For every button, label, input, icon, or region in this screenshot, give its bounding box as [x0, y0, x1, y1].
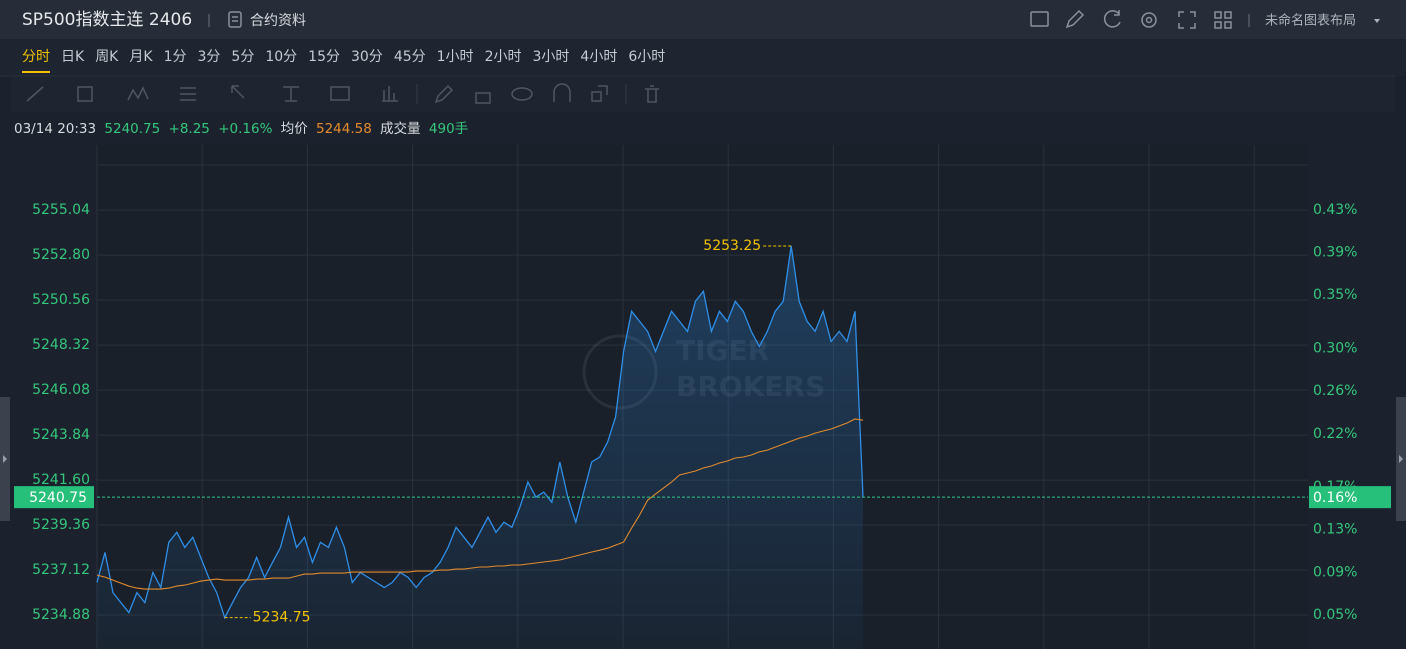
timeframe-tab[interactable]: 30分: [351, 49, 383, 65]
dropdown-caret: [1374, 19, 1380, 23]
quote-change-pct: +0.16%: [218, 121, 272, 137]
avg-label: 均价: [281, 121, 308, 137]
quote-change: +8.25: [169, 121, 210, 137]
y2-tick-label: 0.05%: [1313, 607, 1357, 623]
layout-menu[interactable]: 未命名图表布局: [1265, 13, 1380, 29]
timeframe-tab[interactable]: 15分: [308, 49, 340, 65]
top-icons: [1030, 9, 1232, 29]
timeframe-tab[interactable]: 5分: [231, 49, 254, 65]
measure-tool[interactable]: [382, 86, 398, 102]
min-label: 5234.75: [253, 610, 311, 626]
volume-label: 成交量: [380, 120, 421, 137]
y-tick-label: 5237.12: [32, 562, 90, 578]
timeframe-list: 分时 日K 周K 月K 1分 3分 5分 10分 15分 30分 45分 1小时 2小时 3小时 4小时 6小…: [22, 49, 665, 73]
y-tick-label: 5255.04: [32, 202, 90, 218]
avg-value: 5244.58: [316, 121, 372, 137]
handle-arrow: [1399, 455, 1403, 463]
timeframe-tab[interactable]: 日K: [61, 49, 85, 65]
y2-tick-label: 0.43%: [1313, 202, 1357, 218]
y-tick-label: 5241.60: [32, 472, 90, 488]
doc-icon: [228, 11, 242, 28]
drawing-tools: [26, 83, 659, 104]
y-tick-label: 5248.32: [32, 337, 90, 353]
timeframe-tab[interactable]: 周K: [95, 49, 119, 65]
timeframe-tab[interactable]: 10分: [265, 49, 297, 65]
fullscreen-icon[interactable]: [1178, 11, 1196, 29]
y-tick-label: 5239.36: [32, 517, 90, 533]
y-tick-label: 5252.80: [32, 247, 90, 263]
note-tool[interactable]: [330, 86, 350, 101]
pattern-tool[interactable]: [127, 86, 149, 101]
line-tool[interactable]: [26, 86, 44, 102]
settings-icon-core: [1145, 16, 1153, 24]
max-label: 5253.25: [703, 238, 761, 254]
drawing-toolbar: [10, 77, 1395, 112]
y2-tick-label: 0.39%: [1313, 245, 1357, 261]
y2-tick-label: 0.35%: [1313, 287, 1357, 303]
chart: 5255.04 5252.80 5250.56 5248.32 5246.08 5243.…: [14, 145, 1391, 649]
y-tick-label: 5234.88: [32, 607, 90, 623]
timeframe-tab[interactable]: 1分: [164, 49, 187, 65]
last-price-tag: [14, 486, 94, 509]
timeframe-bar: [0, 39, 1406, 76]
y2-tick-label: 0.22%: [1313, 426, 1357, 442]
lock-tool[interactable]: [475, 92, 491, 104]
edit-icon[interactable]: [1065, 9, 1085, 29]
last-pct-tag-label: 0.16%: [1313, 490, 1357, 506]
timeframe-tab[interactable]: 3分: [197, 49, 220, 65]
top-bar: [0, 0, 1406, 39]
timeframe-tab[interactable]: 45分: [394, 49, 426, 65]
layout-name: 未命名图表布局: [1265, 13, 1356, 29]
contract-button[interactable]: 合约资料: [228, 11, 306, 29]
y-tick-label: 5243.84: [32, 427, 90, 443]
avg-line: [96, 418, 864, 590]
quote-price: 5240.75: [104, 121, 160, 137]
settings-icon[interactable]: [1141, 12, 1157, 28]
y-tick-label: 5250.56: [32, 292, 90, 308]
magnet-tool[interactable]: [553, 83, 571, 102]
quote-info: 03/14 20:33 5240.75 +8.25 +0.16% 均价 5244…: [14, 120, 468, 137]
y2-tick-label: 0.13%: [1313, 522, 1357, 538]
contract-label: 合约资料: [250, 13, 306, 29]
y2-tick-label: 0.30%: [1313, 341, 1357, 357]
layout-icon[interactable]: [1214, 11, 1232, 29]
last-pct-tag: [1309, 486, 1391, 509]
delete-tool[interactable]: [645, 85, 659, 103]
brush-tool[interactable]: [434, 84, 454, 104]
refresh-icon[interactable]: [1103, 10, 1121, 28]
last-price-tag-label: 5240.75: [29, 490, 87, 506]
visibility-tool[interactable]: [511, 87, 533, 101]
symbol-title: SP500指数主连 2406: [22, 10, 192, 30]
timeframe-tab[interactable]: 4小时: [580, 49, 617, 65]
timeframe-tab[interactable]: 2小时: [485, 49, 522, 65]
timeframe-tab[interactable]: 6小时: [628, 49, 665, 65]
rect-tool[interactable]: [77, 86, 93, 102]
quote-time: 03/14 20:33: [14, 121, 96, 137]
indicator-icon[interactable]: [1030, 11, 1049, 27]
clone-tool[interactable]: [591, 85, 608, 102]
y2-tick-label: 0.26%: [1313, 383, 1357, 399]
timeframe-tab[interactable]: 分时: [22, 49, 50, 65]
fib-tool[interactable]: [180, 87, 196, 101]
active-tab-underline: [22, 71, 50, 73]
text-tool[interactable]: [283, 86, 299, 102]
timeframe-tab[interactable]: 1小时: [437, 49, 474, 65]
handle-arrow: [3, 455, 7, 463]
y-tick-label: 5246.08: [32, 382, 90, 398]
volume-value: 490手: [429, 121, 468, 137]
y2-tick-label: 0.09%: [1313, 564, 1357, 580]
timeframe-tab[interactable]: 3小时: [532, 49, 569, 65]
arrow-tool[interactable]: [231, 85, 245, 99]
timeframe-tab[interactable]: 月K: [129, 49, 153, 65]
price-area: [97, 246, 863, 649]
